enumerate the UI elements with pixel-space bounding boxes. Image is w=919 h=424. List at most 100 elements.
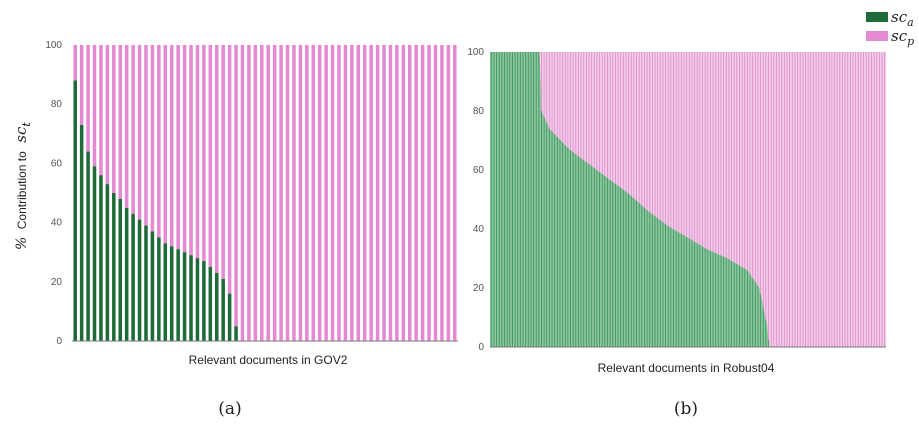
panel-a-bar-sc-p [79, 45, 84, 125]
panel-a-bar-sc-a [163, 243, 168, 341]
panel-a-bars [73, 45, 457, 342]
panel-a-bar-sc-p [221, 45, 225, 279]
panel-a-bar-sc-p [401, 45, 406, 341]
panel-b-caption: (b) [674, 399, 698, 419]
panel-b-vertical-bars [490, 52, 886, 347]
y-axis-label: % Contribution to sct [12, 122, 33, 250]
panel-b-x-label: Relevant documents in Robust04 [598, 361, 775, 375]
panel-a-bar-sc-p [99, 45, 103, 176]
panel-a-bar-sc-p [182, 45, 187, 253]
panel-a-bar-sc-a [208, 267, 213, 341]
panel-a-bar-sc-p [433, 45, 438, 341]
panel-a-y-tick-label: 60 [51, 158, 63, 169]
panel-a-bar-sc-p [407, 45, 412, 341]
panel-a-bar-sc-p [350, 45, 354, 341]
panel-a-bar-sc-p [176, 45, 180, 250]
panel-a-bar-sc-p [169, 45, 174, 247]
legend-swatch-sc-a [866, 12, 888, 22]
panel-a-bar-sc-a [124, 207, 129, 341]
panel-a-bar-sc-p [453, 45, 457, 341]
chart-panel-b: 0 20 40 60 80 100 Relevant documents in Robus… [467, 47, 886, 419]
panel-a-bar-sc-p [105, 45, 110, 185]
legend: sca scp [866, 8, 914, 48]
panel-b-y-tick-label: 60 [473, 165, 485, 176]
panel-a-bar-sc-p [330, 45, 335, 341]
panel-a-bar-sc-a [189, 255, 193, 341]
panel-a-bar-sc-p [240, 45, 245, 341]
panel-a-bar-sc-a [195, 258, 200, 341]
panel-a-bar-sc-p [414, 45, 418, 341]
panel-a-bar-sc-p [266, 45, 270, 341]
panel-a-bar-sc-p [343, 45, 348, 341]
panel-a-bar-sc-p [440, 45, 444, 341]
panel-a-bar-sc-p [272, 45, 277, 341]
panel-a-bar-sc-p [369, 45, 373, 341]
panel-a-bar-sc-a [150, 231, 155, 341]
panel-a-bar-sc-p [195, 45, 200, 259]
panel-a-bar-sc-a [92, 166, 97, 341]
panel-a-y-tick-label: 80 [51, 99, 63, 110]
panel-a-bar-sc-a [131, 213, 135, 341]
panel-b-y-tick-label: 80 [473, 106, 485, 117]
panel-a-bar-sc-p [144, 45, 148, 226]
legend-label-sc-a: sca [891, 8, 914, 29]
panel-a-bar-sc-p [375, 45, 380, 341]
panel-a-bar-sc-a [169, 246, 174, 341]
panel-a-bar-sc-a [144, 225, 148, 341]
panel-a-bar-sc-p [214, 45, 219, 273]
panel-a-y-tick-label: 20 [51, 277, 63, 288]
panel-a-bar-sc-a [137, 219, 142, 341]
panel-a-bar-sc-p [362, 45, 367, 341]
panel-a-bar-sc-p [382, 45, 386, 341]
panel-a-bar-sc-p [112, 45, 116, 193]
panel-a-bar-sc-a [112, 193, 116, 341]
panel-a-bar-sc-a [214, 272, 219, 341]
panel-a-bar-sc-p [427, 45, 431, 341]
panel-a-bar-sc-a [79, 124, 84, 341]
panel-a-bar-sc-p [317, 45, 322, 341]
panel-a-bar-sc-p [446, 45, 451, 341]
panel-a-bar-sc-p [292, 45, 296, 341]
panel-a-bar-sc-a [105, 184, 110, 341]
panel-a-bar-sc-p [157, 45, 161, 238]
panel-a-y-tick-label: 40 [51, 218, 63, 229]
panel-a-bar-sc-a [234, 326, 238, 341]
panel-b-y-ticks: 0 20 40 60 80 100 [467, 47, 484, 353]
panel-a-bar-sc-p [395, 45, 399, 341]
panel-a-bar-sc-p [131, 45, 135, 214]
panel-a-bar-sc-p [163, 45, 168, 244]
panel-a-bar-sc-a [86, 151, 90, 341]
panel-a-bar-sc-p [356, 45, 361, 341]
panel-a-bar-sc-a [73, 80, 77, 342]
panel-a-bar-sc-a [99, 175, 103, 341]
panel-b-y-tick-label: 100 [467, 47, 484, 58]
panel-a-bar-sc-p [124, 45, 129, 208]
panel-a-bar-sc-p [189, 45, 193, 256]
legend-swatch-sc-p [866, 31, 888, 41]
panel-a-bar-sc-p [279, 45, 283, 341]
panel-a-bar-sc-a [176, 249, 180, 341]
panel-b-y-tick-label: 40 [473, 224, 485, 235]
panel-a-bar-sc-a [227, 293, 232, 341]
panel-a-y-tick-label: 0 [56, 336, 62, 347]
panel-a-bar-sc-p [285, 45, 290, 341]
panel-a-bar-sc-p [73, 45, 77, 81]
panel-a-bar-sc-p [234, 45, 238, 327]
panel-a-bar-sc-a [118, 198, 123, 341]
panel-a-bar-sc-p [227, 45, 232, 294]
panel-b-y-tick-label: 0 [478, 342, 484, 353]
panel-a-bar-sc-p [253, 45, 258, 341]
panel-a-bar-sc-p [118, 45, 123, 199]
panel-a-bar-sc-p [388, 45, 393, 341]
panel-a-bar-sc-p [92, 45, 97, 167]
panel-a-bar-sc-p [137, 45, 142, 220]
panel-a-bar-sc-a [221, 278, 225, 341]
panel-a-bar-sc-p [420, 45, 425, 341]
panel-a-y-tick-label: 100 [45, 40, 62, 51]
panel-a-caption: (a) [218, 399, 241, 419]
panel-a-bar-sc-p [305, 45, 309, 341]
legend-label-sc-p: scp [891, 27, 914, 48]
panel-b-y-tick-label: 20 [473, 283, 485, 294]
